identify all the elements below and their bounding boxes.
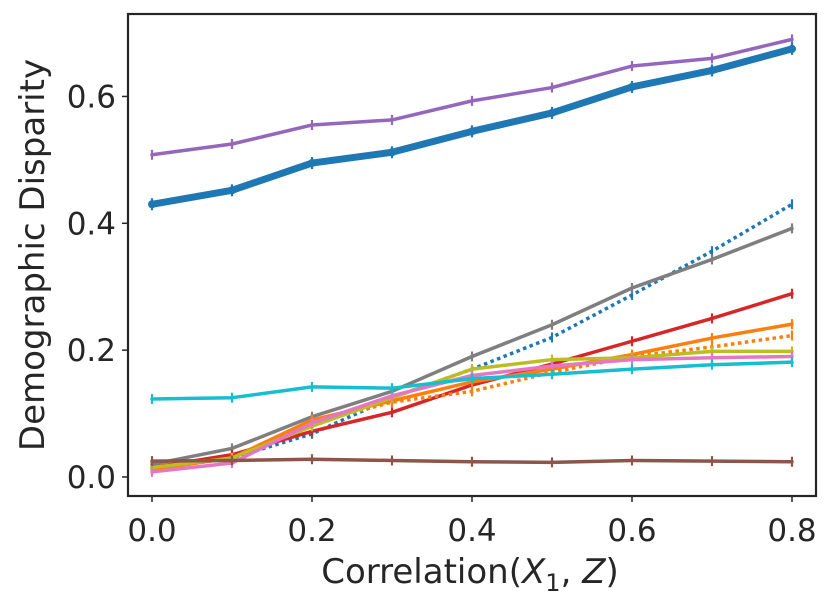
series-line-gray [150,226,794,467]
series-blue-dotted [150,199,794,475]
x-axis-label: Correlation(X1, Z) [321,552,619,597]
data-point-marker [708,66,716,75]
x-tick-label: 0.0 [127,513,176,549]
series-line-blue-dotted [151,202,793,472]
y-axis-label: Demographic Disparity [13,59,53,451]
y-tick-label: 0.6 [67,79,116,115]
data-point-marker [388,148,396,157]
y-axis-ticks: 0.0 0.2 0.4 0.6 [67,79,128,496]
data-point-marker [228,186,236,195]
series-brown [150,454,794,468]
data-point-marker [548,108,556,117]
data-point-marker [468,127,476,136]
data-point-marker [628,82,636,91]
series-purple [150,34,794,160]
y-tick-label: 0.4 [67,206,116,242]
y-tick-label: 0.0 [67,460,116,496]
data-point-marker [308,159,316,168]
x-tick-label: 0.4 [447,513,496,549]
series-layer [148,34,796,477]
x-tick-label: 0.6 [607,513,656,549]
data-point-marker [148,200,156,209]
x-tick-label: 0.2 [287,513,336,549]
x-tick-label: 0.8 [767,513,816,549]
series-gray [150,223,794,470]
data-point-marker [788,44,796,53]
y-tick-label: 0.2 [67,333,116,369]
x-axis-ticks: 0.0 0.2 0.4 0.6 0.8 [127,496,817,549]
series-blue-bold [148,42,796,211]
series-cyan [150,357,794,404]
